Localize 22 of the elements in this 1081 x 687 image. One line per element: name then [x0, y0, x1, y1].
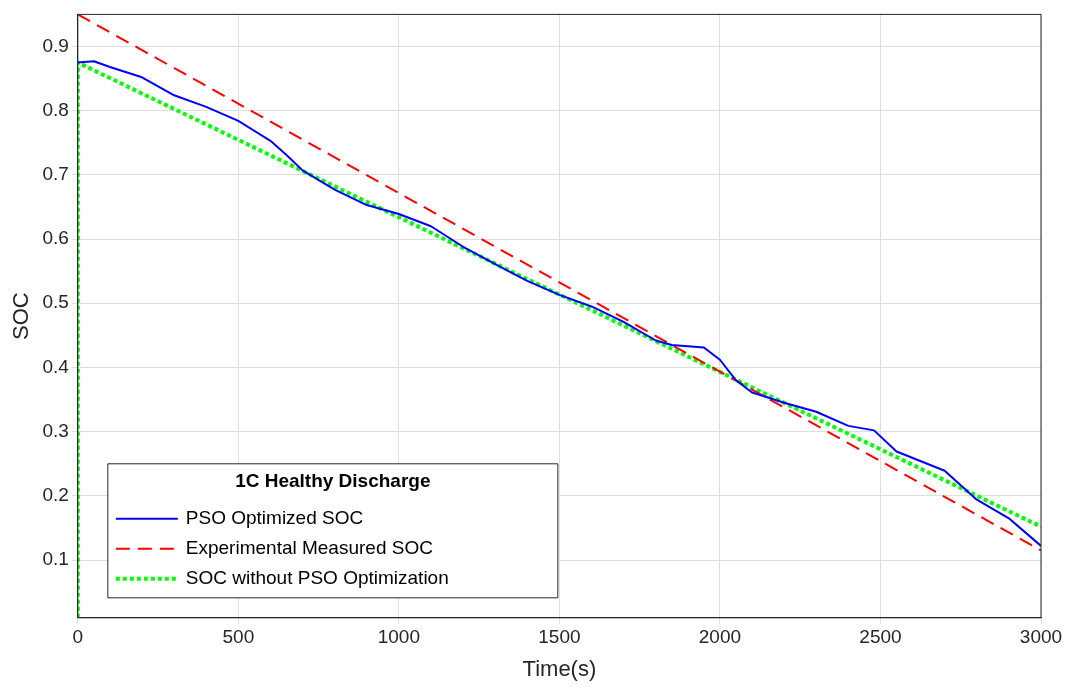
legend-title: 1C Healthy Discharge: [235, 470, 431, 492]
x-tick-label: 0: [72, 626, 84, 648]
x-tick-label: 2000: [698, 626, 742, 648]
y-tick-label: 0.2: [42, 484, 69, 506]
x-tick-label: 500: [222, 626, 255, 648]
y-tick-label: 0.5: [42, 291, 69, 313]
x-tick-label: 3000: [1019, 626, 1063, 648]
y-axis-title: SOC: [8, 292, 34, 340]
x-tick-label: 1000: [377, 626, 421, 648]
y-tick-label: 0.3: [42, 419, 69, 441]
y-tick-label: 0.7: [42, 163, 69, 185]
y-tick-label: 0.4: [42, 355, 70, 377]
x-tick-label: 1500: [538, 626, 581, 648]
x-axis-title: Time(s): [522, 655, 597, 681]
y-tick-label: 0.1: [42, 548, 69, 570]
y-tick-label: 0.6: [42, 227, 69, 249]
y-tick-label: 0.9: [42, 34, 69, 56]
y-tick-label: 0.8: [42, 98, 69, 120]
legend-label: Experimental Measured SOC: [185, 537, 433, 559]
legend-label: SOC without PSO Optimization: [185, 567, 449, 589]
legend-label: PSO Optimized SOC: [185, 507, 364, 529]
x-tick-label: 2500: [859, 626, 902, 648]
